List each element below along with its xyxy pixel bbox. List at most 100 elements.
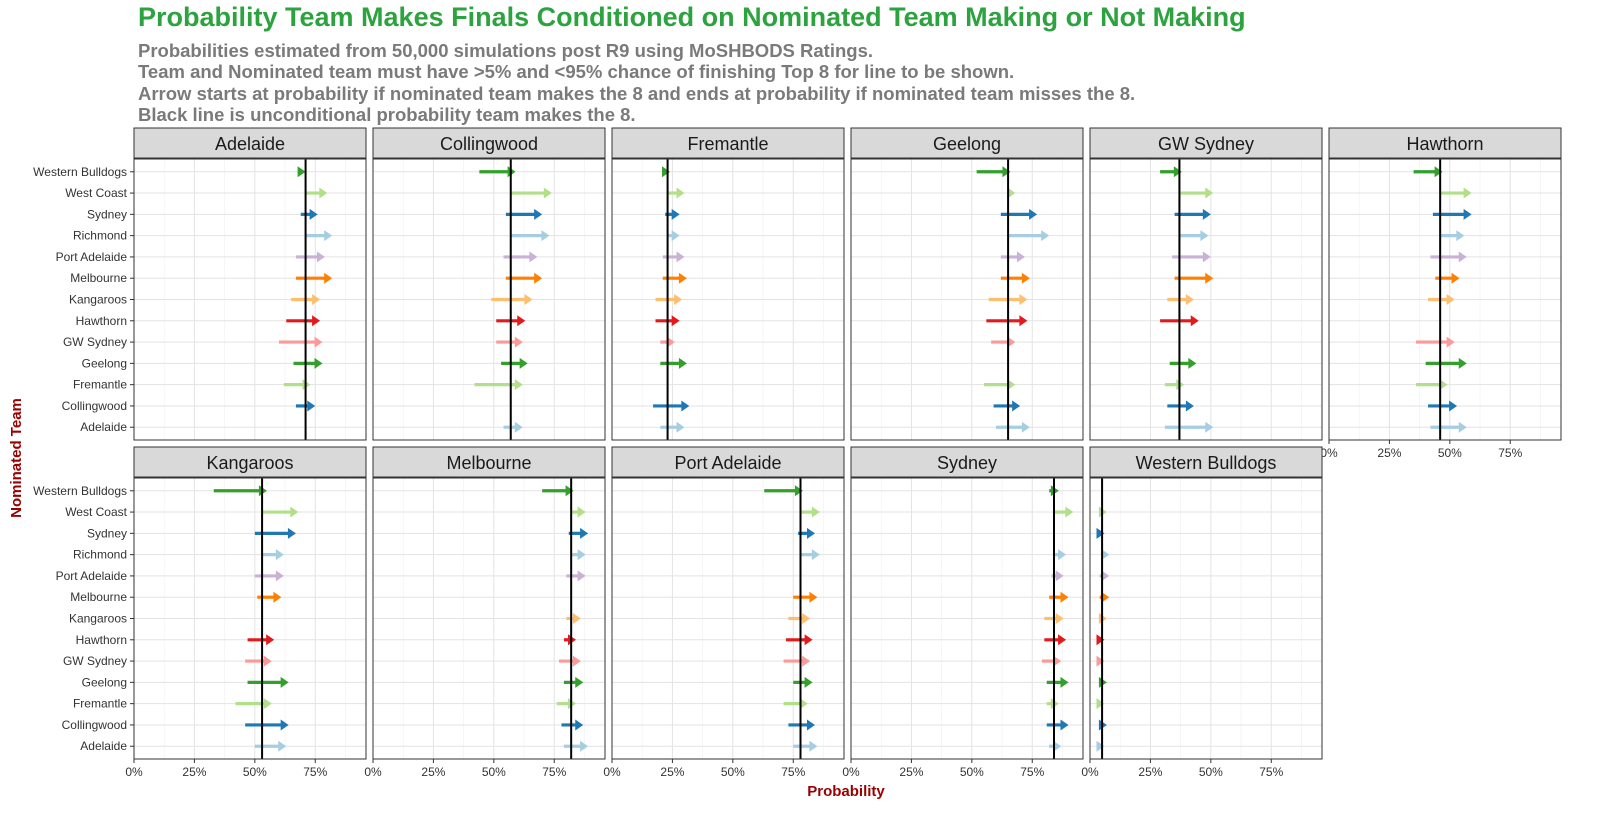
arrow-head	[1101, 591, 1110, 603]
arrow-head	[1205, 187, 1214, 199]
arrow-head	[674, 294, 683, 305]
arrow-head	[524, 294, 533, 305]
arrow-head	[275, 549, 284, 561]
arrow-head	[1055, 613, 1064, 624]
arrow-head	[572, 655, 581, 667]
arrow-head	[263, 698, 272, 710]
arrow-head	[666, 336, 675, 348]
x-tick-label: 75%	[781, 765, 805, 779]
x-tick-label: 75%	[303, 765, 327, 779]
arrow-head	[1007, 336, 1016, 348]
arrow-head	[534, 208, 543, 220]
arrow-head	[324, 230, 333, 242]
facet-strip	[372, 127, 606, 159]
x-tick-label: 25%	[660, 765, 684, 779]
subtitle-line: Arrow starts at probability if nominated…	[138, 82, 1136, 104]
arrow-head	[1439, 379, 1448, 391]
facet-title: GW Sydney	[1158, 134, 1254, 154]
arrow-head	[529, 251, 538, 263]
arrow-head	[514, 379, 523, 391]
arrow-head	[1101, 549, 1110, 561]
arrow-head	[1463, 208, 1472, 220]
facet-strip	[1328, 127, 1562, 159]
arrow-head	[1190, 315, 1199, 327]
arrow-head	[681, 400, 690, 412]
y-tick-label: Fremantle	[73, 697, 127, 711]
arrow-head	[1002, 166, 1011, 178]
arrow-head	[580, 527, 589, 539]
x-tick-label: 25%	[1377, 446, 1401, 460]
arrow-head	[514, 336, 523, 348]
arrow-head	[1060, 591, 1069, 603]
arrow-head	[575, 719, 584, 731]
panel-border	[850, 477, 1084, 760]
arrow-head	[1205, 421, 1214, 433]
arrow-head	[577, 570, 586, 582]
arrow-head	[275, 570, 284, 582]
arrow-head	[676, 421, 685, 433]
y-tick-label: Adelaide	[80, 420, 127, 434]
arrow-head	[811, 549, 820, 561]
arrow-head	[1060, 719, 1069, 731]
arrow-head	[541, 230, 550, 242]
y-tick-label: Western Bulldogs	[33, 484, 127, 498]
arrow-head	[676, 187, 685, 199]
arrow-head	[263, 655, 272, 667]
arrow-head	[287, 527, 296, 539]
arrow-head	[1058, 549, 1067, 561]
arrow-head	[1446, 336, 1455, 348]
x-tick-label: 50%	[1438, 446, 1462, 460]
arrow-head	[278, 740, 287, 752]
y-tick-label: Richmond	[73, 229, 127, 243]
arrow-head	[799, 698, 808, 710]
arrow-head	[314, 336, 323, 348]
arrow-head	[794, 485, 803, 497]
arrow-head	[671, 230, 680, 242]
arrow-head	[1185, 400, 1194, 412]
panel-border	[611, 158, 845, 441]
x-tick-label: 25%	[1138, 765, 1162, 779]
x-tick-label: 0%	[125, 765, 143, 779]
panel-border	[1089, 477, 1323, 760]
arrow-head	[314, 357, 323, 369]
arrow-head	[543, 187, 552, 199]
arrow-head	[678, 357, 687, 369]
y-tick-label: Port Adelaide	[56, 250, 128, 264]
panel-border	[372, 158, 606, 441]
arrow-head	[1017, 251, 1025, 263]
arrow-head	[1053, 740, 1062, 752]
arrow-head	[514, 421, 523, 433]
facet-strip	[611, 127, 845, 159]
arrow-head	[577, 549, 586, 561]
facet-strip	[372, 446, 606, 478]
arrow-head	[316, 251, 325, 263]
arrow-head	[1053, 655, 1062, 667]
y-tick-label: West Coast	[65, 505, 127, 519]
x-tick-label: 75%	[542, 765, 566, 779]
arrow-head	[1021, 421, 1030, 433]
x-tick-label: 75%	[1498, 446, 1522, 460]
arrow-head	[1205, 272, 1214, 284]
x-tick-label: 75%	[1020, 765, 1044, 779]
facet-title: Adelaide	[215, 134, 285, 154]
arrow-head	[671, 208, 680, 220]
subtitle-line: Black line is unconditional probability …	[138, 104, 636, 126]
arrow-head	[1451, 272, 1460, 284]
arrow-head	[1463, 187, 1472, 199]
facet-strip	[850, 127, 1084, 159]
arrow-head	[1096, 698, 1105, 710]
facet-title: Collingwood	[440, 134, 538, 154]
arrow-head	[1096, 655, 1105, 667]
arrow-head	[1019, 294, 1028, 305]
arrow-head	[1041, 230, 1050, 242]
arrow-head	[565, 485, 574, 497]
arrow-head	[1096, 634, 1105, 646]
arrow-head	[312, 294, 321, 305]
arrow-head	[1188, 357, 1197, 369]
x-tick-label: 50%	[243, 765, 267, 779]
panel-border	[611, 477, 845, 760]
y-tick-label: Collingwood	[62, 399, 127, 413]
arrow-head	[809, 740, 818, 752]
facet-title: Sydney	[937, 453, 997, 473]
arrow-head	[807, 527, 815, 539]
